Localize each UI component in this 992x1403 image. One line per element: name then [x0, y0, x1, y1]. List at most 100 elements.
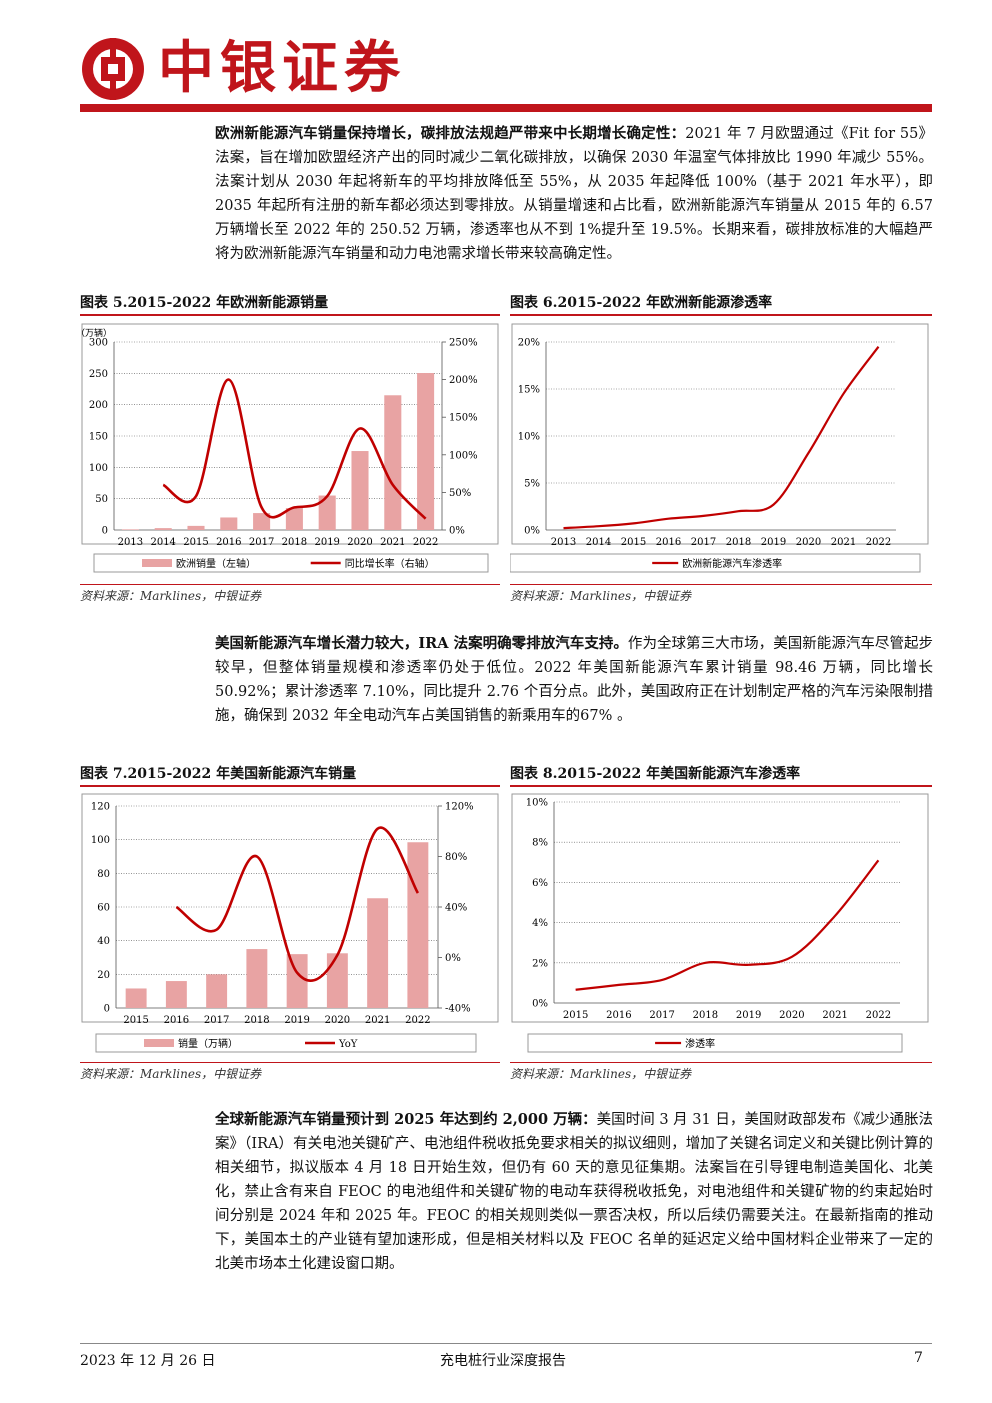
series-line-penetration: [575, 859, 880, 991]
left-tick-label: 0: [104, 1004, 110, 1015]
left-tick-label: 80: [97, 869, 110, 880]
right-tick-label: 100%: [449, 450, 478, 461]
bar-2018: [285, 508, 303, 530]
bar-2020: [326, 953, 348, 1008]
right-tick-label: 40%: [445, 903, 467, 914]
x-tick-label: 2017: [691, 537, 716, 548]
right-tick-label: 200%: [449, 375, 478, 386]
y-tick-label: 5%: [524, 479, 540, 490]
right-tick-label: 50%: [449, 488, 471, 499]
chart-frame: [511, 793, 929, 1023]
x-tick-label: 2017: [204, 1015, 229, 1026]
x-tick-label: 2016: [216, 537, 241, 548]
figure-8-title: 图表 8.2015-2022 年美国新能源汽车渗透率: [510, 766, 801, 782]
left-tick-label: 60: [97, 903, 110, 914]
paragraph-body: 2021 年 7 月欧盟通过《Fit for 55》法案，旨在增加欧盟经济产出的…: [215, 126, 933, 262]
right-tick-label: 0%: [449, 526, 465, 537]
figure-5-chart: （万辆） 0 50 100 150 200 250 300 0% 50% 100% 150% 200% 2…: [80, 323, 499, 573]
x-tick-label: 2014: [150, 537, 175, 548]
x-tick-label: 2021: [380, 537, 405, 548]
chart-frame: [511, 323, 929, 545]
bar-2017: [253, 513, 271, 530]
x-tick-label: 2019: [736, 1010, 761, 1021]
x-tick-label: 2013: [118, 537, 143, 548]
left-tick-label: 50: [95, 494, 108, 505]
right-tick-label: 250%: [449, 338, 478, 349]
legend-line-label: 欧洲新能源汽车渗透率: [682, 557, 782, 570]
x-tick-label: 2022: [405, 1015, 430, 1026]
paragraph-lead: 全球新能源汽车销量预计到 2025 年达到约 2,000 万辆：: [215, 1111, 597, 1128]
y-tick-label: 15%: [518, 385, 540, 396]
series-line-penetration: [563, 346, 880, 530]
left-tick-label: 20: [97, 970, 110, 981]
figure-7-rule: [80, 785, 500, 787]
y-tick-label: 10%: [518, 432, 540, 443]
unit-label: （万辆）: [80, 327, 112, 339]
x-tick-label: 2015: [183, 537, 208, 548]
x-tick-label: 2022: [866, 537, 891, 548]
footer-title: 充电桩行业深度报告: [440, 1353, 566, 1369]
bar-2019: [318, 495, 336, 530]
x-tick-label: 2018: [282, 537, 307, 548]
figure-7-title: 图表 7.2015-2022 年美国新能源汽车销量: [80, 766, 357, 782]
right-tick-label: 80%: [445, 852, 467, 863]
brand-logo-icon: [82, 38, 144, 100]
x-tick-label: 2020: [796, 537, 821, 548]
y-tick-label: 8%: [532, 838, 548, 849]
right-tick-label: 0%: [445, 953, 461, 964]
page-number: 7: [914, 1350, 923, 1366]
bar-2015: [125, 988, 147, 1008]
x-tick-label: 2020: [347, 537, 372, 548]
bar-2019: [286, 954, 308, 1008]
legend-line-label: YoY: [338, 1039, 358, 1050]
legend-bar-label: 欧洲销量（左轴）: [176, 557, 256, 570]
left-tick-label: 300: [89, 338, 108, 349]
legend-box: [510, 553, 921, 573]
legend-bar-swatch: [144, 1039, 174, 1047]
paragraph-body: 作为全球第三大市场，美国新能源汽车尽管起步较早，但整体销量规模和渗透率仍处于低位…: [215, 636, 933, 724]
x-tick-label: 2015: [123, 1015, 148, 1026]
figure-5-title: 图表 5.2015-2022 年欧洲新能源销量: [80, 295, 329, 311]
y-tick-label: 0%: [524, 526, 540, 537]
x-tick-label: 2018: [244, 1015, 269, 1026]
paragraph-lead: 欧洲新能源汽车销量保持增长，碳排放法规趋严带来中长期增长确定性：: [215, 125, 686, 142]
left-tick-label: 40: [97, 936, 110, 947]
bar-2021: [384, 395, 402, 530]
figure-8-source: 资料来源：Marklines，中银证券: [510, 1067, 692, 1081]
y-tick-label: 4%: [532, 918, 548, 929]
y-tick-label: 2%: [532, 958, 548, 969]
x-tick-label: 2015: [563, 1010, 588, 1021]
bar-2021: [367, 898, 389, 1008]
x-tick-label: 2021: [831, 537, 856, 548]
series-line-yoy: [175, 826, 420, 983]
x-tick-label: 2017: [649, 1010, 674, 1021]
chart-frame: [81, 793, 499, 1023]
x-tick-label: 2018: [693, 1010, 718, 1021]
paragraph-lead: 美国新能源汽车增长潜力较大，IRA 法案明确零排放汽车支持。: [215, 635, 628, 652]
legend-box: [527, 1033, 903, 1053]
figure-6-source: 资料来源：Marklines，中银证券: [510, 589, 692, 603]
figure-7-source: 资料来源：Marklines，中银证券: [80, 1067, 262, 1081]
x-tick-label: 2013: [551, 537, 576, 548]
bar-2022: [417, 373, 435, 530]
footer-date: 2023 年 12 月 26 日: [80, 1353, 216, 1369]
paragraph-europe: 欧洲新能源汽车销量保持增长，碳排放法规趋严带来中长期增长确定性：2021 年 7…: [215, 122, 933, 266]
footer-rule: [80, 1343, 932, 1344]
bar-2014: [154, 528, 172, 530]
figure-6-rule: [510, 314, 932, 316]
legend-bar-swatch: [142, 559, 172, 567]
x-tick-label: 2015: [621, 537, 646, 548]
y-tick-label: 6%: [532, 878, 548, 889]
right-tick-label: 150%: [449, 413, 478, 424]
x-tick-label: 2018: [726, 537, 751, 548]
left-tick-label: 0: [102, 526, 108, 537]
paragraph-body: 美国时间 3 月 31 日，美国财政部发布《减少通胀法案》（IRA）有关电池关键…: [215, 1112, 933, 1272]
left-tick-label: 120: [91, 802, 110, 813]
bar-2020: [351, 451, 369, 530]
figure-7-chart: 0 20 40 60 80 100 120 -40% 0% 40% 80% 120% 2015 2016 2…: [81, 793, 499, 1053]
left-tick-label: 250: [89, 369, 108, 380]
legend-line-label: 渗透率: [685, 1037, 715, 1050]
chart-frame: [81, 323, 499, 545]
paragraph-us: 美国新能源汽车增长潜力较大，IRA 法案明确零排放汽车支持。作为全球第三大市场，…: [215, 632, 933, 728]
x-tick-label: 2014: [586, 537, 611, 548]
